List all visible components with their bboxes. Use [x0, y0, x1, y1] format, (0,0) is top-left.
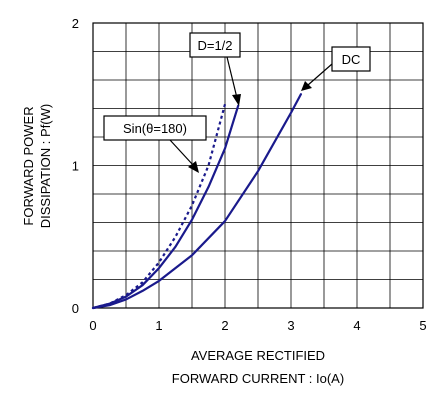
x-tick-label: 0 [89, 318, 96, 333]
callout-sin: Sin(θ=180) [103, 115, 207, 173]
x-tick-label: 4 [353, 318, 360, 333]
callout-dc-box [331, 46, 371, 72]
callout-d-half-arrowhead [232, 94, 241, 106]
plot-frame [92, 22, 424, 309]
callout-sin-arrowhead [188, 161, 199, 173]
y-tick-label: 0 [72, 301, 79, 316]
callout-dc-arrowhead [301, 81, 312, 91]
tick-labels: 0 1 2 3 4 5 0 1 2 [72, 16, 427, 333]
series-line-dc [91, 93, 302, 310]
callout-dc-leader [307, 63, 333, 86]
callout-d-half-leader [226, 56, 238, 99]
y-axis-title-line-2: DISSIPATION : Pf(W) [38, 104, 53, 228]
x-tick-label: 5 [419, 318, 426, 333]
x-tick-label: 1 [155, 318, 162, 333]
callout-d-half-label: D=1/2 [197, 38, 232, 53]
grid [93, 23, 423, 308]
x-axis-title-line-2: FORWARD CURRENT : Io(A) [172, 371, 344, 386]
callout-sin-box [103, 115, 207, 141]
x-axis-title-line-1: AVERAGE RECTIFIED [191, 348, 325, 363]
callout-sin-label: Sin(θ=180) [123, 121, 187, 136]
callout-d-half-box [189, 32, 241, 58]
callout-d-half: D=1/2 [189, 32, 241, 106]
callout-dc-label: DC [342, 52, 361, 67]
x-tick-label: 2 [221, 318, 228, 333]
y-tick-label: 2 [72, 16, 79, 31]
series-group [91, 93, 302, 310]
callout-dc: DC [301, 46, 371, 91]
callout-sin-leader [169, 139, 194, 166]
x-tick-label: 3 [287, 318, 294, 333]
y-tick-label: 1 [72, 159, 79, 174]
y-axis-title-line-1: FORWARD POWER [21, 106, 36, 225]
